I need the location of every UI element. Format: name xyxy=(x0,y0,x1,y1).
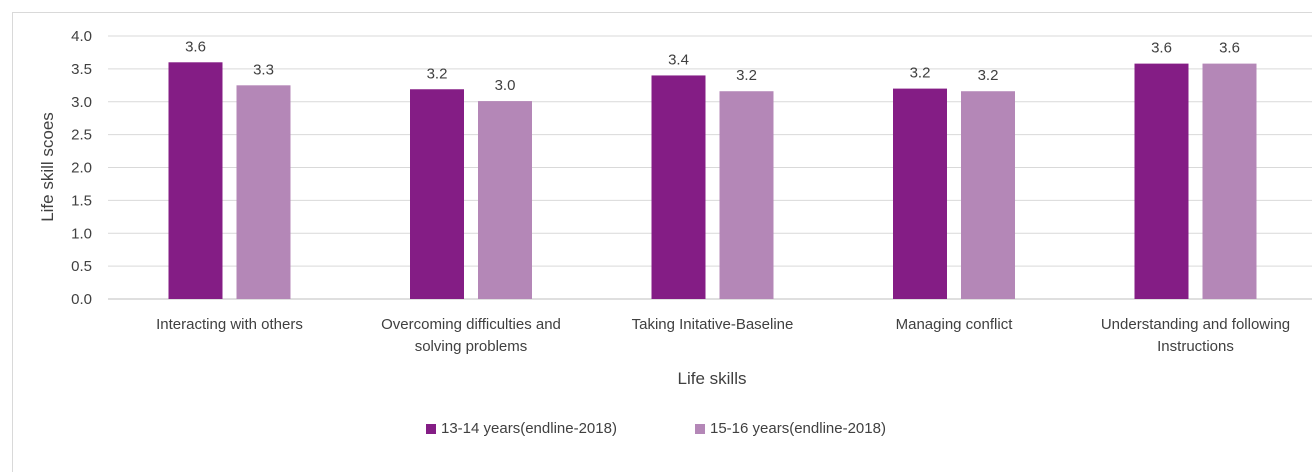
x-category-label: Managing conflict xyxy=(896,316,1014,333)
data-label: 3.2 xyxy=(978,67,999,84)
y-tick-label: 1.0 xyxy=(71,225,92,242)
legend-swatch-13-14 xyxy=(426,423,436,434)
data-label: 3.2 xyxy=(736,67,757,84)
data-label: 3.4 xyxy=(668,51,689,68)
bar-15-16 xyxy=(1202,63,1257,299)
legend-label-13-14: 13-14 years(endline-2018) xyxy=(441,420,617,437)
x-axis-categories: Interacting with others Overcoming diffic… xyxy=(156,316,1290,355)
bar-15-16 xyxy=(236,85,291,299)
bar-13-14 xyxy=(410,89,464,299)
bar-13-14 xyxy=(651,75,706,299)
bar-chart: 0.0 0.5 1.0 1.5 2.0 2.5 3.0 3.5 4.0 3.6 3.3 3.2 3.0… xyxy=(38,28,1312,388)
data-label: 3.6 xyxy=(185,38,206,55)
y-axis-title: Life skill scoes xyxy=(38,112,57,222)
y-tick-label: 2.0 xyxy=(71,160,92,177)
data-label: 3.6 xyxy=(1219,40,1240,57)
y-tick-label: 3.5 xyxy=(71,61,92,78)
bar-13-14 xyxy=(1134,63,1189,299)
x-category-label: solving problems xyxy=(415,338,528,355)
x-category-label: Taking Initative-Baseline xyxy=(632,316,794,333)
legend-item-13-14: 13-14 years(endline-2018) xyxy=(426,420,617,437)
y-tick-label: 3.0 xyxy=(71,94,92,111)
x-axis-title: Life skills xyxy=(678,369,747,388)
data-label: 3.3 xyxy=(253,61,274,78)
legend-item-15-16: 15-16 years(endline-2018) xyxy=(695,420,886,437)
data-label: 3.2 xyxy=(910,65,931,82)
bars xyxy=(168,62,1257,299)
y-tick-label: 2.5 xyxy=(71,127,92,144)
data-labels: 3.6 3.3 3.2 3.0 3.4 3.2 3.2 3.2 3.6 3.6 xyxy=(185,38,1240,94)
legend-swatch-15-16 xyxy=(695,423,705,434)
data-label: 3.2 xyxy=(427,65,448,82)
y-tick-label: 0.5 xyxy=(71,258,92,275)
bar-13-14 xyxy=(168,62,223,299)
x-category-label: Interacting with others xyxy=(156,316,303,333)
y-tick-label: 4.0 xyxy=(71,28,92,45)
y-tick-label: 1.5 xyxy=(71,192,92,209)
x-category-label: Instructions xyxy=(1157,338,1234,355)
y-axis-ticks: 0.0 0.5 1.0 1.5 2.0 2.5 3.0 3.5 4.0 xyxy=(71,28,92,308)
gridlines xyxy=(108,35,1312,300)
legend: 13-14 years(endline-2018) 15-16 years(en… xyxy=(0,420,1312,444)
chart-frame xyxy=(12,12,1312,472)
bar-15-16 xyxy=(478,101,532,299)
x-category-label: Overcoming difficulties and xyxy=(381,316,561,333)
legend-label-15-16: 15-16 years(endline-2018) xyxy=(710,420,886,437)
data-label: 3.6 xyxy=(1151,40,1172,57)
bar-15-16 xyxy=(961,91,1015,299)
x-category-label: Understanding and following xyxy=(1101,316,1290,333)
bar-13-14 xyxy=(893,88,947,299)
bar-15-16 xyxy=(719,91,774,299)
data-label: 3.0 xyxy=(495,77,516,94)
y-tick-label: 0.0 xyxy=(71,291,92,308)
